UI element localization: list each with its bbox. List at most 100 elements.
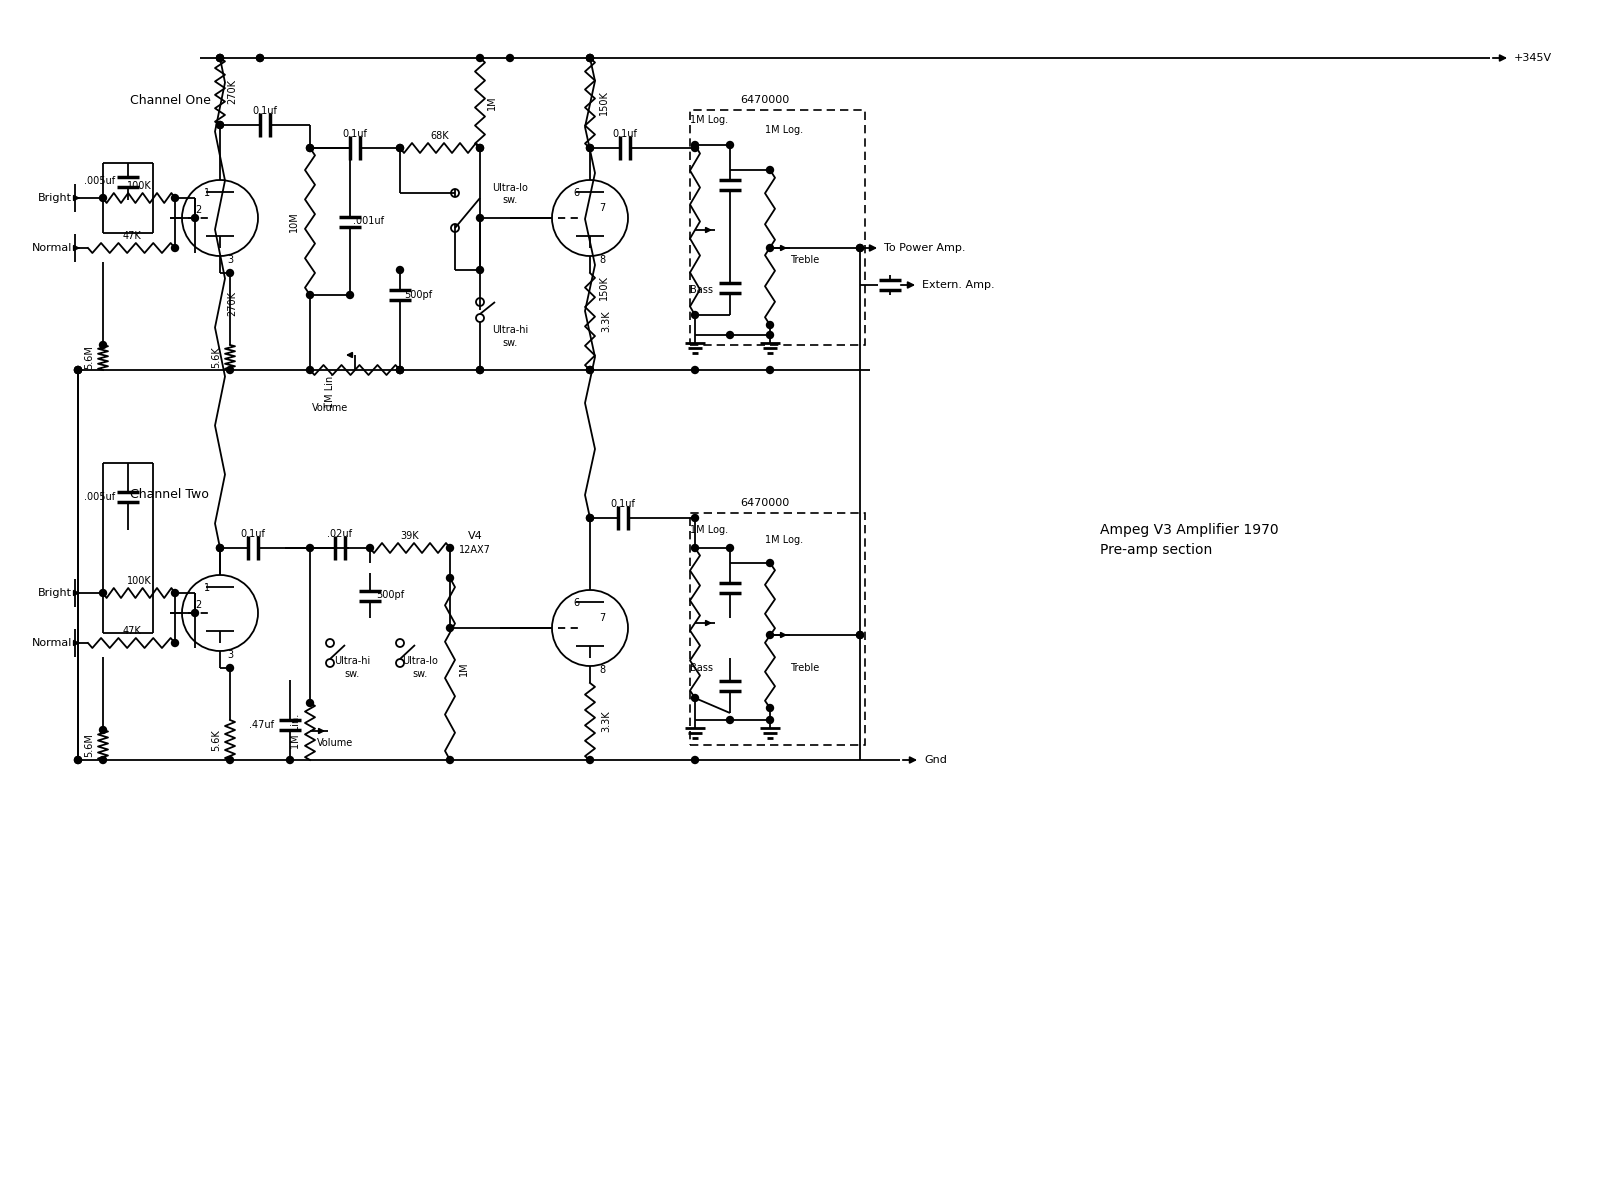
- Text: 0.1uf: 0.1uf: [240, 529, 266, 539]
- Circle shape: [726, 545, 733, 552]
- Circle shape: [587, 756, 594, 763]
- Text: 270K: 270K: [227, 290, 237, 316]
- Text: Ultra-lo: Ultra-lo: [402, 656, 438, 666]
- Circle shape: [397, 366, 403, 373]
- Circle shape: [99, 726, 107, 733]
- Text: 5.6M: 5.6M: [83, 346, 94, 370]
- Text: 100K: 100K: [126, 181, 152, 191]
- Circle shape: [256, 54, 264, 61]
- Circle shape: [307, 144, 314, 151]
- Circle shape: [99, 589, 107, 596]
- Circle shape: [75, 366, 82, 373]
- Circle shape: [691, 515, 699, 522]
- Text: 3: 3: [227, 650, 234, 660]
- Text: Normal: Normal: [32, 638, 72, 648]
- Circle shape: [691, 142, 699, 149]
- Circle shape: [587, 515, 594, 522]
- Circle shape: [192, 215, 198, 222]
- Circle shape: [227, 665, 234, 672]
- Circle shape: [366, 545, 373, 552]
- Text: 500pf: 500pf: [376, 590, 405, 600]
- Circle shape: [99, 194, 107, 202]
- Text: 150K: 150K: [598, 90, 610, 115]
- Circle shape: [477, 366, 483, 373]
- Text: sw.: sw.: [344, 670, 360, 679]
- Text: Bass: Bass: [690, 284, 714, 295]
- Circle shape: [477, 54, 483, 61]
- Text: 1M Log.: 1M Log.: [690, 526, 728, 535]
- Circle shape: [766, 245, 773, 252]
- Text: 5.6K: 5.6K: [211, 730, 221, 751]
- Circle shape: [587, 144, 594, 151]
- Circle shape: [75, 366, 82, 373]
- Text: 3.3K: 3.3K: [602, 710, 611, 732]
- Circle shape: [286, 756, 293, 763]
- Circle shape: [766, 331, 773, 338]
- Circle shape: [766, 167, 773, 174]
- Circle shape: [726, 716, 733, 724]
- Circle shape: [99, 756, 107, 763]
- Text: 0.1uf: 0.1uf: [613, 128, 637, 139]
- Circle shape: [171, 640, 179, 647]
- Text: 2: 2: [195, 600, 202, 610]
- Circle shape: [397, 144, 403, 151]
- Text: 1: 1: [203, 583, 210, 593]
- Text: 6: 6: [574, 598, 579, 608]
- Text: Ampeg V3 Amplifier 1970: Ampeg V3 Amplifier 1970: [1101, 523, 1278, 538]
- Circle shape: [587, 54, 594, 61]
- Circle shape: [477, 366, 483, 373]
- Text: Gnd: Gnd: [925, 755, 947, 766]
- Text: 100K: 100K: [126, 576, 152, 586]
- Circle shape: [307, 545, 314, 552]
- Circle shape: [216, 545, 224, 552]
- Circle shape: [171, 194, 179, 202]
- Circle shape: [227, 366, 234, 373]
- Text: Bright: Bright: [38, 193, 72, 203]
- Text: Ultra-hi: Ultra-hi: [491, 325, 528, 335]
- Circle shape: [587, 366, 594, 373]
- Text: Volume: Volume: [317, 738, 354, 748]
- Circle shape: [227, 756, 234, 763]
- Text: Pre-amp section: Pre-amp section: [1101, 542, 1213, 557]
- Circle shape: [691, 695, 699, 702]
- Circle shape: [397, 144, 403, 151]
- Text: 150K: 150K: [598, 276, 610, 300]
- Circle shape: [587, 366, 594, 373]
- Circle shape: [75, 366, 82, 373]
- Text: sw.: sw.: [413, 670, 427, 679]
- Circle shape: [691, 312, 699, 318]
- Text: Channel Two: Channel Two: [130, 488, 210, 502]
- Text: Bass: Bass: [690, 662, 714, 673]
- Text: 2: 2: [195, 205, 202, 215]
- Circle shape: [256, 54, 264, 61]
- Circle shape: [216, 54, 224, 61]
- Text: 3: 3: [227, 254, 234, 265]
- Circle shape: [766, 716, 773, 724]
- Text: .005uf: .005uf: [85, 492, 115, 502]
- Text: 5.6K: 5.6K: [211, 347, 221, 368]
- Text: 8: 8: [598, 665, 605, 674]
- Text: 6470000: 6470000: [739, 95, 789, 104]
- Circle shape: [587, 144, 594, 151]
- Text: Extern. Amp.: Extern. Amp.: [922, 280, 995, 290]
- Text: sw.: sw.: [502, 338, 518, 348]
- Text: sw.: sw.: [502, 194, 518, 205]
- Text: 7: 7: [598, 203, 605, 214]
- Text: 1: 1: [203, 188, 210, 198]
- Text: .001uf: .001uf: [352, 216, 384, 227]
- Circle shape: [446, 575, 453, 582]
- Text: Volume: Volume: [312, 403, 349, 413]
- Circle shape: [446, 545, 453, 552]
- Circle shape: [446, 756, 453, 763]
- Circle shape: [856, 245, 864, 252]
- Circle shape: [766, 322, 773, 329]
- Text: Ultra-lo: Ultra-lo: [493, 182, 528, 193]
- Circle shape: [216, 545, 224, 552]
- Text: 1M Log.: 1M Log.: [690, 115, 728, 125]
- Text: 500pf: 500pf: [403, 290, 432, 300]
- Text: 8: 8: [598, 254, 605, 265]
- Text: Channel One: Channel One: [130, 94, 211, 107]
- Circle shape: [477, 144, 483, 151]
- Circle shape: [587, 515, 594, 522]
- Text: 1M: 1M: [486, 96, 498, 110]
